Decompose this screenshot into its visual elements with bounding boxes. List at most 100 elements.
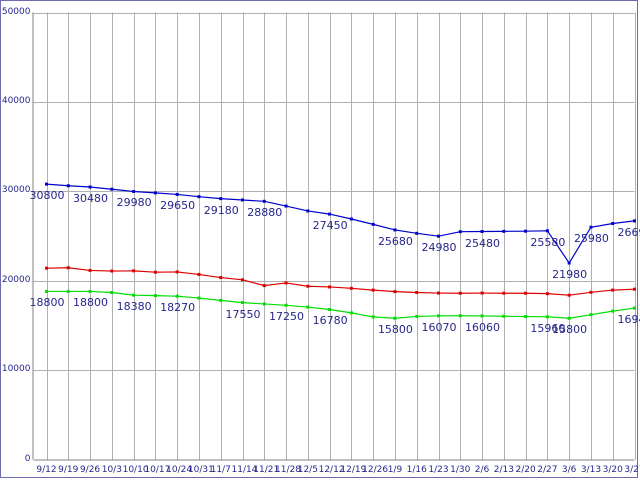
green-series-point xyxy=(371,315,375,319)
blue-series-value-label: 30480 xyxy=(73,192,109,205)
blue-series-point xyxy=(262,199,266,203)
red-series-point xyxy=(88,268,92,272)
blue-series-point xyxy=(153,191,157,195)
green-series-point xyxy=(524,315,528,319)
green-series-value-label: 15960 xyxy=(530,321,566,335)
red-series-point xyxy=(110,269,114,273)
green-series-value-label: 15800 xyxy=(377,323,413,337)
green-series-value-label: 18270 xyxy=(160,301,196,315)
x-tick-10-3: 10/3 xyxy=(101,464,122,475)
blue-series-point xyxy=(175,192,179,196)
x-tick-3-20: 3/20 xyxy=(602,464,623,475)
blue-series-point xyxy=(219,197,223,201)
blue-series-value-label: 29650 xyxy=(160,199,196,213)
blue-series-value-label: 27450 xyxy=(312,219,348,233)
x-tick-12-26: 12/26 xyxy=(362,464,389,475)
blue-series-value-label: 24980 xyxy=(421,241,457,255)
green-series-point xyxy=(153,294,157,298)
blue-series-point xyxy=(589,225,593,229)
green-series-point xyxy=(589,313,593,317)
x-tick-11-7: 11/7 xyxy=(210,464,231,475)
x-tick-9-12: 9/12 xyxy=(36,464,57,475)
blue-series-point xyxy=(45,182,48,186)
blue-series-point xyxy=(633,219,636,223)
blue-series-point xyxy=(415,231,419,235)
green-series-value-label: 15800 xyxy=(552,323,588,337)
red-series-point xyxy=(45,266,48,270)
chart-gridlines xyxy=(33,12,636,460)
green-series-point xyxy=(502,314,506,318)
red-series-point xyxy=(524,291,528,295)
red-series-point xyxy=(545,292,549,296)
blue-series-value-label: 25980 xyxy=(573,232,609,246)
red-series-line xyxy=(46,267,635,296)
chart-axes xyxy=(32,12,635,461)
green-series-point xyxy=(349,311,353,315)
x-tick-2-13: 2/13 xyxy=(493,464,514,475)
x-tick-1-16: 1/16 xyxy=(406,464,427,475)
blue-series-value-label: 28880 xyxy=(247,206,283,220)
blue-series-point xyxy=(611,221,615,225)
x-tick-9-19: 9/19 xyxy=(58,464,79,475)
green-series-value-label: 18800 xyxy=(73,296,109,310)
x-tick-3-27: 3/27 xyxy=(624,464,640,475)
blue-series-value-label: 26690 xyxy=(617,225,640,239)
green-series-point xyxy=(110,291,114,294)
green-series-point xyxy=(219,298,223,302)
x-tick-10-31: 10/31 xyxy=(187,464,214,475)
red-series-point xyxy=(175,270,179,274)
red-series-point xyxy=(480,291,484,295)
x-tick-1-9: 1/9 xyxy=(387,464,403,475)
green-series-point xyxy=(437,314,440,318)
green-series-point xyxy=(66,289,70,293)
y-tick-50000: 50000 xyxy=(1,6,31,17)
red-series-point xyxy=(197,272,201,276)
x-tick-12-12: 12/12 xyxy=(318,464,345,475)
x-tick-1-30: 1/30 xyxy=(450,464,471,475)
red-series-point xyxy=(306,284,310,288)
blue-series-point xyxy=(306,209,310,213)
green-series-point xyxy=(175,294,179,298)
blue-series-point xyxy=(110,187,114,191)
red-series-point xyxy=(241,278,244,282)
green-series-point xyxy=(633,306,636,310)
x-tick-12-19: 12/19 xyxy=(340,464,367,475)
blue-series-point xyxy=(371,222,375,226)
y-tick-10000: 10000 xyxy=(1,364,31,375)
green-series-value-label: 17250 xyxy=(269,310,305,324)
blue-series-line xyxy=(46,183,635,265)
blue-series-point xyxy=(567,261,571,265)
x-tick-3-13: 3/13 xyxy=(580,464,602,475)
blue-series-point xyxy=(241,198,244,202)
green-series-value-label: 18380 xyxy=(116,300,152,314)
green-series-point xyxy=(611,309,615,313)
blue-series-point xyxy=(328,212,332,216)
x-tick-11-21: 11/21 xyxy=(253,464,280,475)
red-series-point xyxy=(458,291,462,295)
green-series-value-label: 16780 xyxy=(312,314,348,328)
blue-series-point xyxy=(132,189,136,193)
red-series-point xyxy=(219,276,223,280)
red-series-point xyxy=(132,269,136,273)
green-series-point xyxy=(241,301,244,305)
x-tick-2-27: 2/27 xyxy=(537,464,558,475)
blue-series-point xyxy=(524,229,528,233)
red-series-point xyxy=(284,281,288,285)
red-series-point xyxy=(437,291,440,295)
x-tick-2-20: 2/20 xyxy=(515,464,536,475)
blue-series-value-label: 25580 xyxy=(530,235,566,249)
red-series-point xyxy=(415,291,419,294)
green-series-value-label: 16070 xyxy=(421,320,457,334)
green-series-point xyxy=(415,314,419,318)
red-series-point xyxy=(328,285,332,289)
green-series-value-label: 18800 xyxy=(29,296,65,310)
x-tick-1-23: 1/23 xyxy=(428,464,449,475)
green-series-point xyxy=(458,314,462,318)
blue-series-point xyxy=(284,204,288,208)
blue-series-value-label: 21980 xyxy=(552,267,588,281)
green-series-point xyxy=(545,315,549,319)
x-tick-3-6: 3/6 xyxy=(561,464,577,475)
green-series-point xyxy=(567,316,571,320)
blue-series-point xyxy=(393,228,397,232)
